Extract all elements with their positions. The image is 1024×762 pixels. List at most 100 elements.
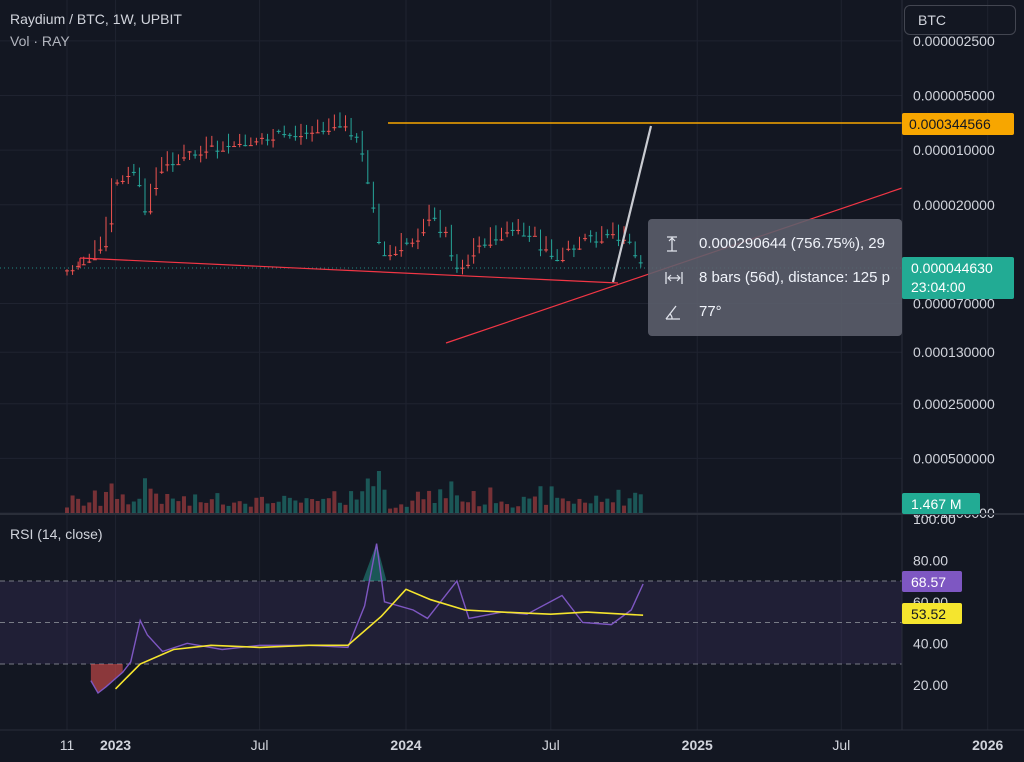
- candle-body: [115, 182, 120, 184]
- volume-bar: [571, 503, 576, 514]
- volume-bar: [148, 488, 153, 514]
- candle-body: [516, 229, 521, 231]
- candle-body: [460, 267, 465, 269]
- candle-body: [521, 235, 526, 237]
- candle-body: [343, 126, 348, 128]
- last-price-badge-bg: [902, 257, 1014, 299]
- candle-body: [427, 219, 432, 221]
- volume-bar: [293, 500, 298, 514]
- candle-body: [204, 151, 209, 153]
- volume-bar: [516, 506, 521, 514]
- volume-bar: [137, 498, 142, 514]
- candle-body: [399, 250, 404, 252]
- rsi-ma-line: [114, 588, 644, 690]
- price-range-icon: [664, 235, 684, 255]
- volume-bar: [98, 505, 103, 514]
- candle-body: [505, 232, 510, 234]
- volume-bar: [131, 501, 136, 514]
- candle-body: [142, 211, 147, 213]
- candle-body: [103, 246, 108, 248]
- candle-body: [588, 235, 593, 237]
- candle-body: [64, 270, 70, 272]
- target-price-badge: 0.000344566: [909, 116, 991, 132]
- rsi-tick-label: 80.00: [913, 552, 948, 568]
- volume-bar: [243, 503, 248, 514]
- volume-bar: [237, 501, 242, 514]
- candle-body: [438, 231, 443, 233]
- candle-body: [566, 248, 571, 250]
- volume-bar: [315, 500, 320, 514]
- candle-body: [583, 238, 588, 240]
- volume-bar: [64, 507, 70, 514]
- candle-body: [466, 264, 471, 266]
- rsi-tick-label: 40.00: [913, 635, 948, 651]
- candle-body: [92, 259, 97, 261]
- angle-icon: [664, 303, 684, 323]
- candle-body: [181, 157, 186, 159]
- volume-bar: [360, 491, 365, 514]
- volume-bar: [226, 505, 231, 514]
- time-tick-label: 2024: [390, 737, 421, 753]
- volume-bar: [321, 498, 326, 514]
- volume-bar: [577, 498, 582, 514]
- volume-bar: [120, 494, 125, 514]
- price-tick-label: 0.000005000: [913, 88, 995, 104]
- candle-body: [488, 244, 493, 246]
- candle-body: [349, 135, 354, 137]
- volume-bar: [482, 504, 487, 514]
- volume-label[interactable]: Vol · RAY: [10, 33, 70, 49]
- volume-bar: [115, 498, 120, 514]
- candle-body: [315, 132, 320, 134]
- candle-body: [360, 153, 365, 155]
- volume-bar: [388, 508, 393, 514]
- candle-body: [87, 261, 92, 263]
- volume-bar: [404, 506, 409, 514]
- volume-bar: [410, 500, 415, 514]
- volume-badge: 1.467 M: [911, 496, 962, 512]
- volume-bar: [493, 503, 498, 514]
- candle-body: [310, 132, 315, 134]
- volume-bar: [443, 498, 448, 514]
- candle-body: [482, 244, 487, 246]
- volume-bar: [142, 478, 147, 514]
- volume-bar: [605, 498, 610, 514]
- time-tick-label: 2025: [682, 737, 713, 753]
- price-tick-label: 0.000010000: [913, 142, 995, 158]
- volume-bar: [209, 499, 214, 514]
- price-tick-label: 0.000500000: [913, 450, 995, 466]
- volume-bar: [154, 493, 159, 514]
- rsi-label[interactable]: RSI (14, close): [10, 526, 103, 542]
- candle-body: [571, 248, 576, 250]
- candle-body: [165, 164, 170, 166]
- candle-body: [610, 234, 615, 236]
- candle-body: [298, 136, 303, 138]
- volume-bar: [454, 495, 459, 514]
- symbol-title[interactable]: Raydium / BTC, 1W, UPBIT: [10, 11, 182, 27]
- candle-body: [599, 241, 604, 243]
- currency-button[interactable]: BTC: [904, 5, 1016, 35]
- volume-bar: [271, 503, 276, 514]
- volume-bar: [259, 496, 264, 514]
- price-tick-label: 0.000250000: [913, 396, 995, 412]
- candle-body: [109, 223, 114, 225]
- candle-body: [532, 235, 537, 237]
- volume-bar: [521, 496, 526, 514]
- candle-body: [126, 176, 131, 178]
- measure-price-change: 0.000290644 (756.75%), 29: [699, 235, 885, 252]
- grid-lines: [0, 0, 989, 730]
- volume-bar: [165, 493, 170, 514]
- volume-bar: [488, 487, 493, 514]
- volume-bar: [109, 483, 114, 514]
- time-tick-label: Jul: [832, 737, 850, 753]
- volume-bar: [92, 490, 97, 514]
- candle-body: [354, 136, 359, 138]
- countdown-badge: 23:04:00: [911, 279, 966, 295]
- volume-bar: [254, 497, 259, 514]
- volume-bar: [181, 496, 186, 514]
- candle-body: [81, 264, 86, 266]
- chart-title[interactable]: Raydium / BTC, 1W, UPBIT: [10, 10, 182, 28]
- volume-bar: [265, 503, 270, 514]
- volume-bar: [588, 503, 593, 514]
- volume-bar: [215, 493, 220, 514]
